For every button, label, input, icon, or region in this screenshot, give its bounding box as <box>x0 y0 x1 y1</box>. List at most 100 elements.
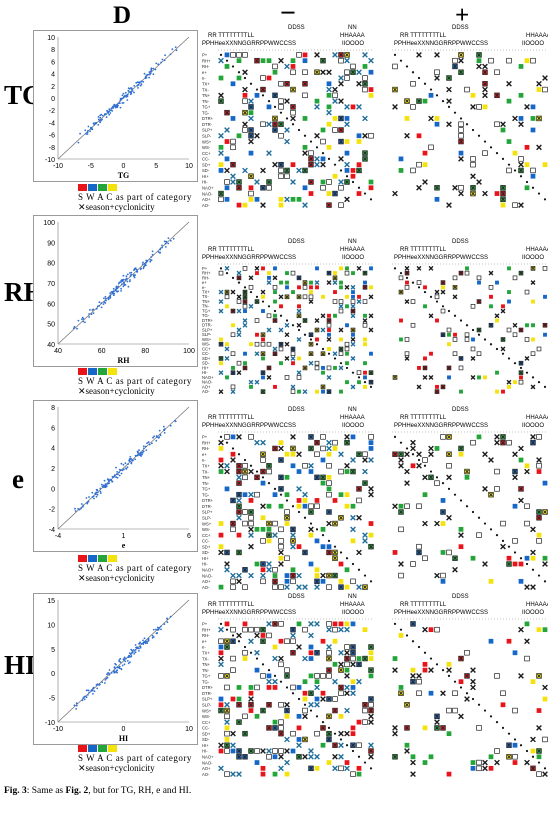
matrix-cell <box>410 754 416 760</box>
matrix-cross <box>536 725 542 731</box>
matrix-cross <box>459 139 463 144</box>
reference-diagonal <box>57 599 190 723</box>
matrix-open-cell <box>272 567 278 573</box>
matrix-open-cell <box>536 771 542 777</box>
matrix-cross <box>333 743 337 748</box>
matrix-open-cell <box>464 337 470 342</box>
matrix-row-label: WS+ <box>202 521 212 526</box>
matrix-cross <box>405 725 409 730</box>
matrix-cell <box>435 384 439 389</box>
matrix-cross <box>249 133 253 138</box>
matrix-cross <box>248 491 254 498</box>
qq-point <box>91 491 94 494</box>
qq-point <box>142 639 144 642</box>
matrix-cross <box>501 440 505 445</box>
matrix-cross <box>284 701 290 708</box>
matrix-header-text: PPHHeeXXNNGGRRPPWWCCSS <box>202 610 296 616</box>
qq-point <box>172 237 175 240</box>
matrix-open-cell <box>230 351 236 356</box>
matrix-cell <box>320 127 326 133</box>
diagonal-dot <box>441 669 445 672</box>
qq-point <box>163 432 166 434</box>
qq-point <box>117 285 120 288</box>
qq-point <box>128 652 131 654</box>
qq-point <box>143 262 146 265</box>
diagonal-dot <box>231 447 235 450</box>
matrix-cross <box>224 167 230 174</box>
diagonal-dot <box>465 692 469 695</box>
matrix-cross <box>530 736 536 743</box>
matrix-cross <box>339 116 343 121</box>
qq-point <box>154 68 157 71</box>
matrix-open-cell <box>512 754 518 760</box>
matrix-cell <box>363 280 367 285</box>
matrix-open-cell <box>326 673 332 679</box>
matrix-cell <box>536 627 542 633</box>
matrix-header-text: DDSS <box>288 239 305 245</box>
matrix-cell <box>447 342 451 347</box>
matrix-cross <box>362 532 368 538</box>
qq-point <box>158 429 161 432</box>
matrix-open-cell <box>278 81 284 87</box>
diagonal-dot <box>435 300 439 303</box>
matrix-cross <box>291 527 295 532</box>
diagonal-dot <box>273 309 277 313</box>
diagonal-dot <box>279 111 283 114</box>
matrix-cell <box>483 375 487 380</box>
matrix-cross <box>218 462 224 469</box>
matrix-cross <box>261 333 265 337</box>
matrix-cell <box>410 667 416 673</box>
matrix-open-cell <box>506 167 512 174</box>
matrix-row-label: TN+ <box>202 299 211 304</box>
matrix-cross <box>410 771 416 777</box>
matrix-cross <box>218 655 224 662</box>
matrix-cell <box>338 578 344 584</box>
qq-point <box>143 447 145 450</box>
qq-plot-e: -4 1 6 8 6 4 2 0 -2 -4 e <box>33 400 198 552</box>
matrix-header-text: PPHHeeXXNNGGRRPPWWCCSS <box>394 255 488 261</box>
matrix-cross <box>249 174 253 179</box>
matrix-cross <box>254 132 260 139</box>
matrix-cross <box>272 655 278 662</box>
qq-point <box>125 657 127 660</box>
qq-point <box>124 279 127 281</box>
matrix-cross <box>446 86 452 93</box>
matrix-cross <box>242 167 248 174</box>
matrix-cross <box>297 295 301 299</box>
matrix-cell <box>356 133 362 139</box>
matrix-cross <box>254 439 260 446</box>
qq-point <box>133 653 136 655</box>
matrix-cross <box>327 510 331 514</box>
matrix-cross <box>368 294 374 300</box>
matrix-cell <box>512 760 518 765</box>
matrix-cross <box>429 475 433 480</box>
qq-point <box>95 493 97 496</box>
matrix-cell <box>308 673 314 679</box>
matrix-cross <box>327 714 331 719</box>
matrix-open-cell <box>356 742 362 748</box>
qq-point <box>98 305 101 307</box>
axis-label: TG <box>118 171 130 180</box>
matrix-cell <box>290 162 296 168</box>
matrix-cross <box>338 80 344 87</box>
matrix-cell <box>285 280 289 285</box>
matrix-cross <box>518 497 524 504</box>
qq-point <box>113 666 116 669</box>
matrix-cell <box>458 526 464 532</box>
matrix-open-cell <box>476 351 482 356</box>
qq-point <box>174 419 176 422</box>
matrix-open-cell <box>506 57 512 64</box>
matrix-cross <box>518 445 524 452</box>
matrix-cell <box>368 656 374 661</box>
matrix-cross <box>344 121 350 128</box>
matrix-cell <box>266 685 272 690</box>
diagonal-dot <box>399 441 403 444</box>
matrix-open-cell <box>344 69 350 75</box>
diagonal-dot <box>429 295 433 298</box>
matrix-cell <box>230 81 236 87</box>
qq-point <box>120 290 122 292</box>
matrix-cross <box>278 765 284 772</box>
qq-point <box>166 621 169 624</box>
matrix-cross <box>237 469 241 474</box>
qq-point <box>163 428 166 431</box>
